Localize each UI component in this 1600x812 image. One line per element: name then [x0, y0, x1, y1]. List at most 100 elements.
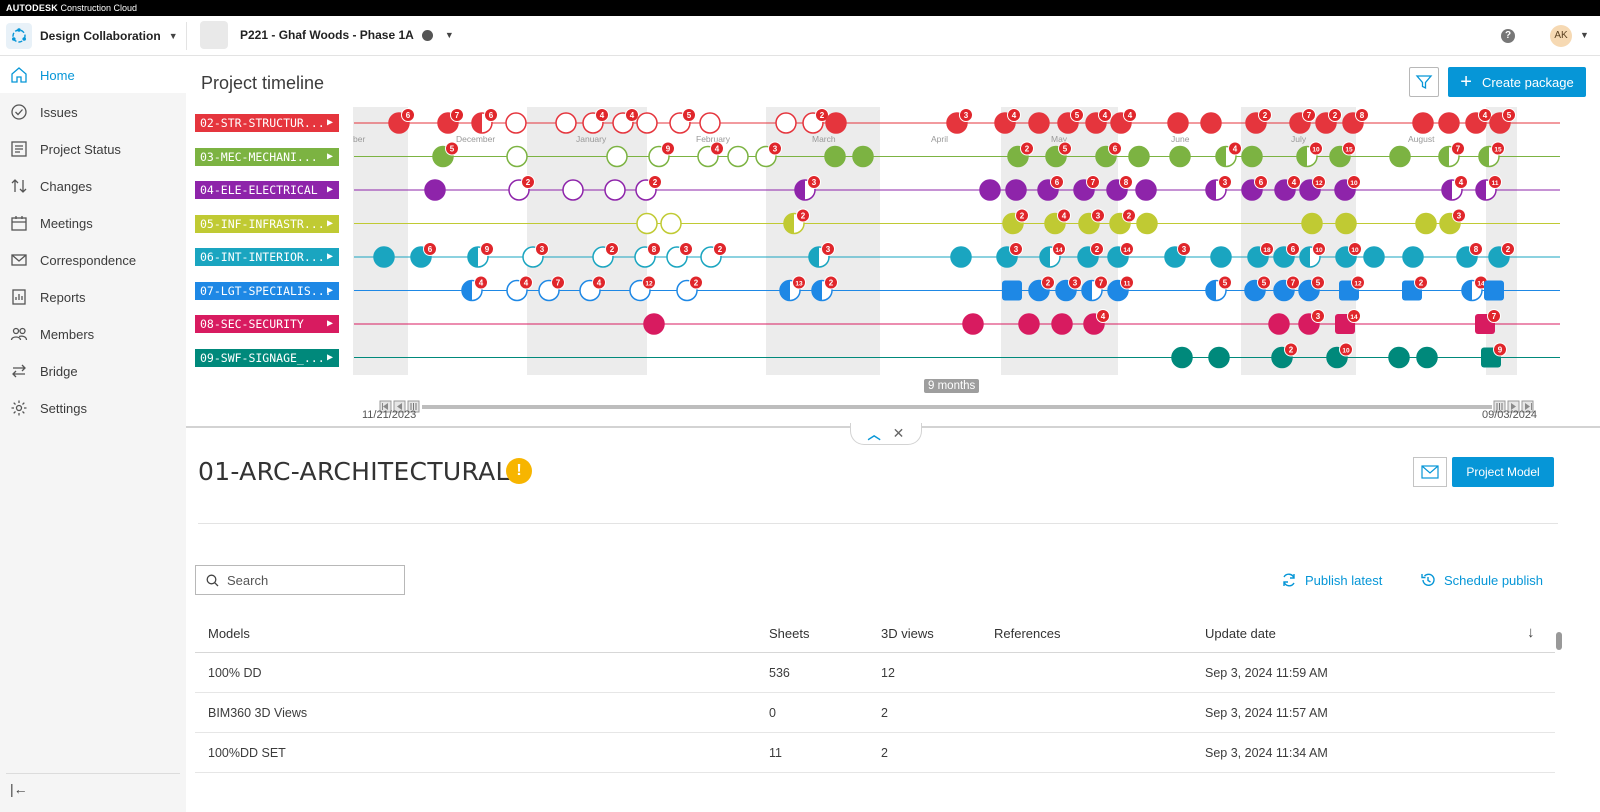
timeline-version-marker[interactable]: 2	[1402, 275, 1428, 301]
range-handle-left[interactable]	[407, 400, 420, 413]
timeline-version-marker[interactable]	[1002, 280, 1022, 301]
timeline-version-marker[interactable]: 10	[1326, 342, 1353, 369]
timeline-version-marker[interactable]: 6	[1273, 242, 1300, 268]
play-icon[interactable]: ▶	[326, 217, 333, 229]
timeline-version-marker[interactable]: 4	[1465, 108, 1492, 134]
timeline-version-marker[interactable]: 5	[432, 141, 459, 168]
timeline-version-marker[interactable]: 2	[811, 275, 838, 302]
timeline-version-marker[interactable]: 2	[592, 242, 619, 268]
timeline-version-marker[interactable]: 6	[388, 108, 415, 134]
app-switcher[interactable]: Design Collaboration ▼	[6, 23, 178, 49]
timeline-version-marker[interactable]: 3	[794, 175, 821, 201]
sort-descending-icon[interactable]: ↓	[1527, 624, 1535, 641]
timeline-version-marker[interactable]: 4	[579, 275, 606, 302]
timeline-version-marker[interactable]: 4	[582, 108, 609, 134]
timeline-version-marker[interactable]: 2	[700, 242, 727, 268]
timeline-version-marker[interactable]: 3	[1205, 175, 1232, 201]
timeline-version-marker[interactable]: 10	[1335, 242, 1362, 268]
timeline-version-marker[interactable]: 8	[634, 242, 661, 268]
package-label[interactable]: 03-MEC-MECHANI... ▶	[195, 147, 339, 166]
sidebar-item-members[interactable]: Members	[0, 316, 186, 352]
timeline-version-marker[interactable]: 5	[1489, 108, 1516, 134]
timeline-version-marker[interactable]: 7	[1081, 275, 1108, 302]
close-icon[interactable]: ✕	[892, 425, 905, 441]
timeline-version-marker[interactable]: 7	[1475, 309, 1501, 335]
play-icon[interactable]: ▶	[326, 318, 333, 329]
chevron-up-icon[interactable]: ︿	[867, 427, 881, 442]
timeline-version-marker[interactable]: 6	[410, 242, 437, 268]
table-row[interactable]: 100% DD 536 12 Sep 3, 2024 11:59 AM	[195, 653, 1555, 693]
package-label[interactable]: 02-STR-STRUCTUR... ▶	[195, 114, 339, 132]
timeline-version-marker[interactable]: 4	[1085, 108, 1112, 134]
timeline-version-marker[interactable]	[1389, 145, 1411, 168]
timeline-version-marker[interactable]: 4	[506, 275, 533, 302]
timeline-version-marker[interactable]: 5	[1045, 141, 1072, 168]
timeline-version-marker[interactable]	[1169, 145, 1191, 168]
play-icon[interactable]: ▶	[326, 284, 333, 296]
timeline-version-marker[interactable]: 2	[783, 208, 810, 235]
timeline-version-marker[interactable]: 3	[946, 108, 973, 134]
timeline-version-marker[interactable]	[852, 145, 874, 168]
timeline-version-marker[interactable]: 2	[802, 108, 829, 134]
timeline-version-marker[interactable]: 3	[755, 141, 782, 168]
column-header-3d-views[interactable]: 3D views	[881, 626, 934, 641]
timeline-version-marker[interactable]: 2	[1245, 108, 1272, 134]
sidebar-item-changes[interactable]: Changes	[0, 168, 186, 204]
timeline-version-marker[interactable]	[1128, 145, 1150, 168]
collapse-sidebar-button[interactable]: |←	[10, 781, 28, 797]
timeline-version-marker[interactable]	[979, 179, 1001, 201]
timeline-version-marker[interactable]	[1171, 346, 1193, 369]
timeline-version-marker[interactable]	[373, 246, 395, 268]
avatar[interactable]: AK	[1550, 25, 1572, 47]
timeline-version-marker[interactable]	[1136, 212, 1158, 235]
timeline-version-marker[interactable]	[660, 212, 682, 235]
timeline-version-marker[interactable]: 3	[1298, 309, 1325, 335]
timeline-version-marker[interactable]: 3	[1055, 275, 1082, 302]
timeline-version-marker[interactable]: 7	[1438, 141, 1465, 168]
timeline-version-marker[interactable]	[562, 179, 584, 201]
table-scrollbar[interactable]	[1556, 632, 1562, 650]
timeline-version-marker[interactable]	[1268, 313, 1290, 335]
timeline-version-marker[interactable]: 9	[467, 242, 494, 268]
timeline-version-marker[interactable]: 2	[1002, 208, 1029, 235]
timeline-version-marker[interactable]: 5	[1205, 275, 1232, 302]
timeline-version-marker[interactable]: 6	[1037, 175, 1064, 201]
package-label[interactable]: 05-INF-INFRASTR... ▶	[195, 214, 339, 233]
timeline-version-marker[interactable]: 2	[676, 275, 703, 302]
timeline-version-marker[interactable]: 5	[1298, 275, 1325, 302]
timeline-version-marker[interactable]: 8	[1342, 108, 1369, 134]
email-button[interactable]	[1413, 457, 1447, 487]
timeline-version-marker[interactable]: 2	[635, 175, 662, 201]
timeline-version-marker[interactable]: 3	[1078, 208, 1105, 235]
timeline-version-marker[interactable]	[727, 145, 749, 168]
project-selector[interactable]: P221 - Ghaf Woods - Phase 1A ▼	[240, 28, 454, 42]
timeline-version-marker[interactable]	[636, 112, 658, 134]
timeline-version-marker[interactable]	[1167, 112, 1189, 134]
package-label[interactable]: 07-LGT-SPECIALIS... ▶	[195, 281, 339, 300]
timeline-version-marker[interactable]: 5	[669, 108, 696, 134]
timeline-version-marker[interactable]: 9	[1481, 342, 1507, 368]
timeline-version-marker[interactable]: 2	[1109, 208, 1136, 235]
timeline-version-marker[interactable]: 14	[1107, 242, 1134, 268]
help-icon[interactable]: ?	[1501, 29, 1515, 43]
timeline-version-marker[interactable]	[1415, 212, 1437, 235]
timeline-version-marker[interactable]: 5	[1057, 108, 1084, 134]
create-package-button[interactable]: + Create package	[1448, 67, 1586, 97]
publish-latest-button[interactable]: Publish latest	[1281, 572, 1382, 588]
timeline-version-marker[interactable]	[824, 145, 846, 168]
timeline-version-marker[interactable]: 4	[612, 108, 639, 134]
timeline-version-marker[interactable]	[1005, 179, 1027, 201]
range-handle-right[interactable]	[1493, 400, 1506, 413]
timeline-version-marker[interactable]: 2	[1028, 275, 1055, 302]
timeline-version-marker[interactable]	[636, 212, 658, 235]
sidebar-item-project-status[interactable]: Project Status	[0, 131, 186, 167]
timeline-version-marker[interactable]: 4	[1110, 108, 1137, 134]
timeline-version-marker[interactable]: 7	[538, 275, 565, 302]
timeline-version-marker[interactable]: 15	[1478, 141, 1505, 168]
timeline-version-marker[interactable]: 4	[1083, 309, 1110, 335]
timeline-version-marker[interactable]: 6	[1095, 141, 1122, 168]
sidebar-item-home[interactable]: Home	[0, 57, 186, 93]
timeline-version-marker[interactable]	[1210, 246, 1232, 268]
timeline-version-marker[interactable]: 7	[1273, 275, 1300, 302]
timeline-version-marker[interactable]: 12	[1339, 275, 1365, 301]
